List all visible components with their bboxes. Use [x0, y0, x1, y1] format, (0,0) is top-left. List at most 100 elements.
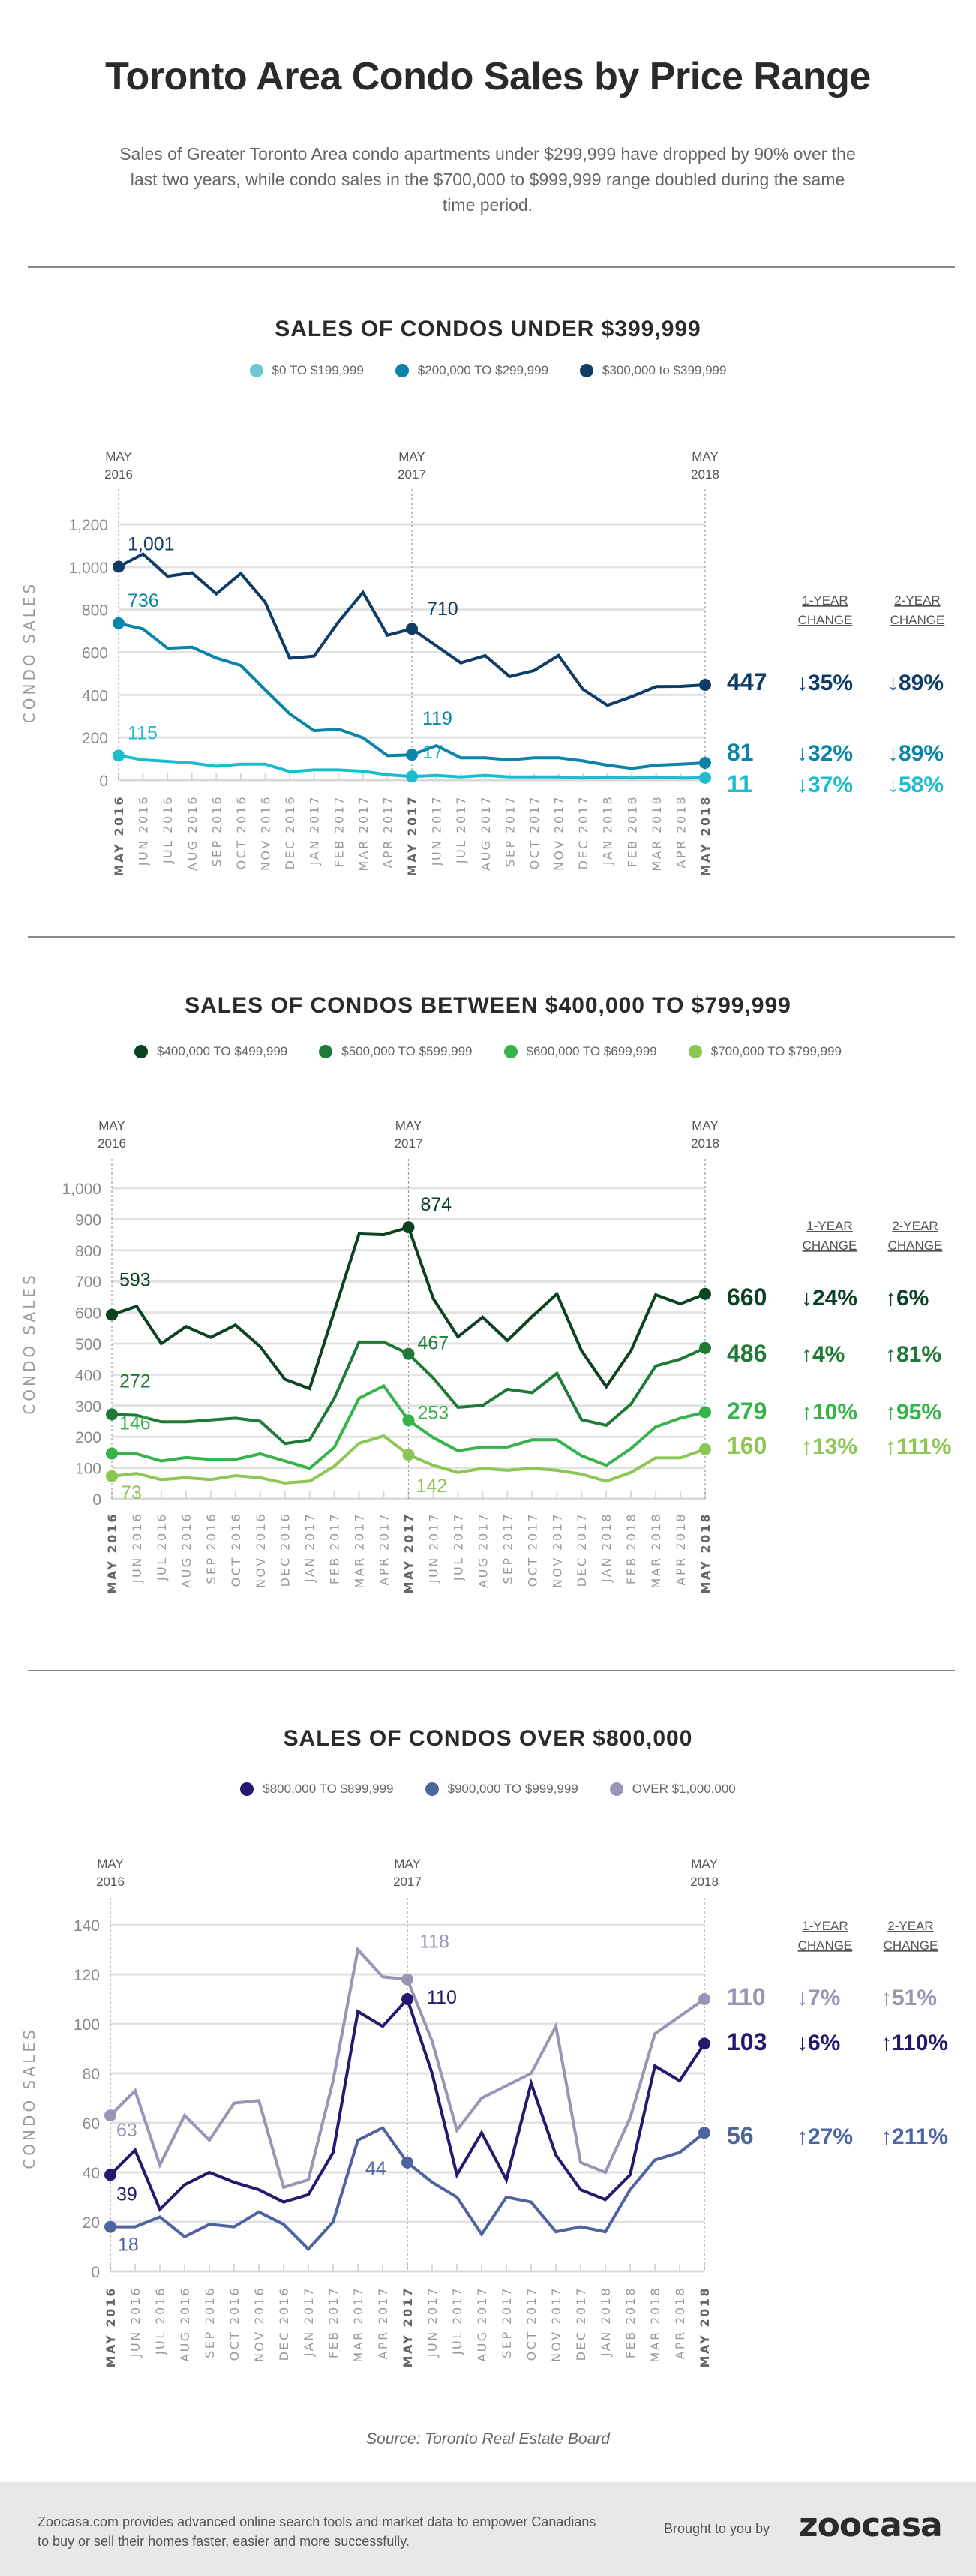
y-tick-label: 700 [75, 1274, 101, 1291]
legend-swatch [580, 364, 594, 377]
divider [28, 1670, 955, 1671]
legend-swatch [688, 1045, 702, 1058]
x-tick-label: OCT 2017 [525, 1512, 539, 1587]
two-year-change: ↓58% [887, 773, 944, 797]
data-point [104, 2169, 116, 2181]
legend-over-800k: $800,000 TO $899,999 $900,000 TO $999,999… [0, 1782, 976, 1797]
one-year-change: ↓24% [801, 1286, 857, 1311]
period-year: 2016 [98, 1136, 126, 1151]
period-month: MAY [98, 1118, 125, 1133]
legend-item: $600,000 TO $699,999 [503, 1044, 657, 1059]
x-tick-label: APR 2018 [674, 795, 688, 869]
two-year-change-header: 2-YEAR [892, 1219, 938, 1233]
x-tick-label: JUL 2017 [451, 1512, 465, 1581]
series-line [111, 1340, 706, 1446]
divider [28, 936, 955, 938]
x-tick-label: SEP 2017 [503, 795, 517, 867]
y-tick-label: 140 [74, 1917, 100, 1935]
y-tick-label: 800 [82, 602, 108, 620]
data-point [113, 749, 125, 762]
legend-label: $0 TO $199,999 [272, 363, 364, 377]
one-year-change: ↓37% [797, 773, 853, 797]
series-line [111, 1434, 706, 1485]
y-tick-label: 400 [75, 1367, 101, 1384]
start-value-label: 18 [118, 2235, 139, 2256]
two-year-change: ↑211% [881, 2124, 948, 2149]
y-tick-label: 0 [99, 773, 108, 790]
data-point [699, 1406, 711, 1419]
legend-swatch [609, 1782, 623, 1796]
two-year-change-header: CHANGE [890, 613, 945, 627]
one-year-change: ↑13% [801, 1434, 857, 1459]
legend-swatch [425, 1782, 439, 1796]
x-tick-label: OCT 2017 [527, 795, 542, 869]
page-title: Toronto Area Condo Sales by Price Range [105, 55, 871, 98]
y-axis-label: CONDO SALES [20, 1272, 38, 1414]
data-point [106, 1308, 118, 1321]
y-tick-label: 300 [75, 1398, 101, 1416]
y-tick-label: 500 [75, 1336, 101, 1353]
y-tick-label: 1,000 [68, 560, 108, 577]
legend-item: OVER $1,000,000 [609, 1782, 736, 1797]
x-tick-label: FEB 2017 [326, 2286, 341, 2358]
series-line [111, 1383, 706, 1470]
legend-item: $300,000 to $399,999 [580, 363, 726, 378]
x-tick-label: MAY 2016 [112, 795, 126, 876]
one-year-change: ↓7% [797, 1986, 840, 2010]
series-line [109, 1946, 706, 2190]
x-tick-label: JUL 2017 [450, 2286, 464, 2355]
data-point [698, 2037, 710, 2050]
page-subtitle: Sales of Greater Toronto Area condo apar… [119, 144, 856, 215]
one-year-change: ↓6% [797, 2031, 840, 2055]
legend-swatch [503, 1045, 518, 1058]
period-year: 2017 [398, 467, 426, 482]
x-tick-label: OCT 2017 [524, 2286, 539, 2361]
data-point [104, 2220, 116, 2233]
data-point [699, 1443, 711, 1455]
x-tick-label: MAY 2016 [105, 1512, 119, 1593]
data-point [402, 1347, 415, 1360]
legend-swatch [134, 1045, 148, 1058]
end-value-label: 279 [727, 1398, 767, 1425]
x-tick-label: MAY 2018 [698, 795, 713, 876]
data-point [402, 1414, 415, 1427]
x-tick-label: JAN 2017 [303, 1512, 317, 1583]
two-year-change: ↓89% [887, 741, 944, 766]
period-month: MAY [395, 1118, 422, 1133]
y-tick-label: 20 [83, 2214, 100, 2232]
data-point [401, 1993, 413, 2005]
two-year-change-header: 2-YEAR [887, 1919, 933, 1933]
x-tick-label: DEC 2017 [575, 1512, 589, 1587]
x-tick-label: MAY 2018 [698, 1512, 713, 1593]
mid-value-label: 110 [427, 1987, 457, 2008]
two-year-change: ↓89% [887, 671, 944, 695]
mid-value-label: 44 [365, 2158, 386, 2179]
x-tick-label: SEP 2017 [500, 1512, 515, 1584]
x-tick-label: NOV 2017 [550, 1512, 564, 1588]
x-tick-label: NOV 2017 [549, 2286, 563, 2362]
data-point [113, 617, 125, 629]
x-tick-label: SEP 2017 [500, 2286, 514, 2358]
start-value-label: 272 [119, 1371, 151, 1392]
x-tick-label: MAY 2017 [401, 2286, 415, 2367]
x-tick-label: NOV 2016 [252, 2286, 266, 2362]
x-tick-label: MAR 2018 [649, 1512, 663, 1589]
data-point [106, 1470, 118, 1482]
legend-label: $400,000 TO $499,999 [157, 1044, 288, 1058]
x-tick-label: SEP 2016 [204, 1512, 218, 1584]
end-value-label: 660 [727, 1283, 767, 1311]
x-tick-label: DEC 2016 [283, 795, 297, 869]
y-tick-label: 1,200 [68, 517, 108, 534]
x-tick-label: AUG 2016 [185, 795, 200, 871]
x-tick-label: AUG 2017 [475, 2286, 489, 2362]
x-tick-label: APR 2017 [377, 1512, 392, 1586]
y-axis-label: CONDO SALES [20, 2027, 38, 2169]
series-line [109, 1996, 706, 2213]
mid-value-label: 874 [421, 1194, 452, 1215]
data-point [699, 1341, 711, 1354]
zoocasa-logo[interactable]: zoocasa [799, 2506, 943, 2544]
legend-item: $800,000 TO $899,999 [240, 1782, 394, 1797]
x-tick-label: JUN 2016 [130, 1512, 144, 1584]
data-point [699, 678, 711, 691]
two-year-change: ↑6% [885, 1286, 929, 1311]
